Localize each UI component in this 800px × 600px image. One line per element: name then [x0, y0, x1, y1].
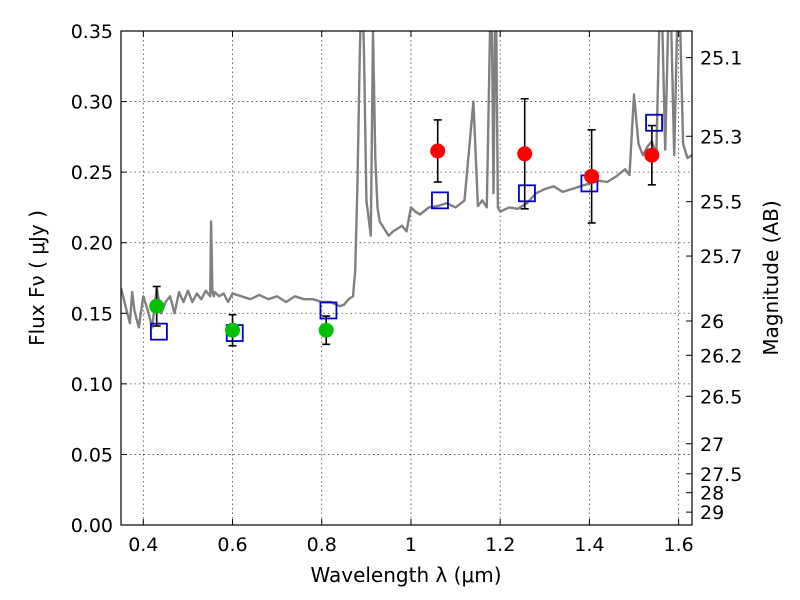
- y-tick-label: 0.15: [71, 303, 113, 325]
- y2-axis-title: Magnitude (AB): [759, 200, 783, 355]
- model-square-marker: [150, 322, 168, 341]
- y-tick-label: 0.10: [71, 374, 113, 396]
- x-tick-label: 1.6: [664, 534, 694, 556]
- axis-ticks: 0.4 0.6 0.8 1 1.2 1.4 1.6 0.00 0.05 0.10 0.15 0.20 0…: [71, 21, 743, 556]
- x-axis-title: Wavelength λ (μm): [310, 563, 501, 587]
- y-tick-label: 0.30: [71, 92, 113, 114]
- y-tick-label: 0.20: [71, 233, 113, 255]
- y2-tick-label: 25.1: [700, 48, 742, 70]
- x-tick-label: 1.4: [574, 534, 604, 556]
- green-photometry-point: [225, 322, 241, 338]
- x-tick-label: 1.2: [485, 534, 515, 556]
- y2-tick-label: 28: [700, 483, 724, 505]
- plot-frame: [120, 30, 693, 526]
- y-tick-label: 0.05: [71, 444, 113, 466]
- y2-tick-label: 25.3: [700, 126, 742, 148]
- y2-tick-label: 27: [700, 434, 724, 456]
- model-square-marker: [645, 113, 663, 132]
- red-photometry-point: [430, 143, 446, 159]
- green-photometry-point: [318, 322, 334, 338]
- green-photometry-point: [149, 298, 165, 314]
- y2-tick-label: 26.2: [700, 345, 742, 367]
- x-tick-label: 1: [405, 534, 417, 556]
- y-axis-title: Flux Fν ( μJy ): [25, 210, 49, 346]
- y-tick-label: 0.00: [71, 515, 113, 537]
- x-tick-label: 0.4: [128, 534, 158, 556]
- model-square-marker: [518, 184, 536, 203]
- y2-tick-label: 29: [700, 502, 724, 524]
- red-photometry-point: [517, 146, 533, 162]
- y-tick-label: 0.35: [71, 21, 113, 43]
- x-tick-label: 0.8: [307, 534, 337, 556]
- x-tick-label: 0.6: [217, 534, 247, 556]
- y2-tick-label: 27.5: [700, 464, 742, 486]
- red-photometry-point: [644, 147, 660, 163]
- markers-layer: [149, 97, 663, 347]
- spectrum-layer: [121, 31, 692, 329]
- y2-tick-label: 25.5: [700, 192, 742, 214]
- spectrum-line: [121, 31, 692, 329]
- y2-tick-label: 26: [700, 311, 724, 333]
- y2-tick-label: 25.7: [700, 246, 742, 268]
- y-tick-label: 0.25: [71, 162, 113, 184]
- grid-lines: [121, 30, 692, 526]
- y2-tick-label: 26.5: [700, 386, 742, 408]
- red-photometry-point: [584, 168, 600, 184]
- model-square-marker: [431, 191, 449, 210]
- model-square-marker: [319, 301, 338, 320]
